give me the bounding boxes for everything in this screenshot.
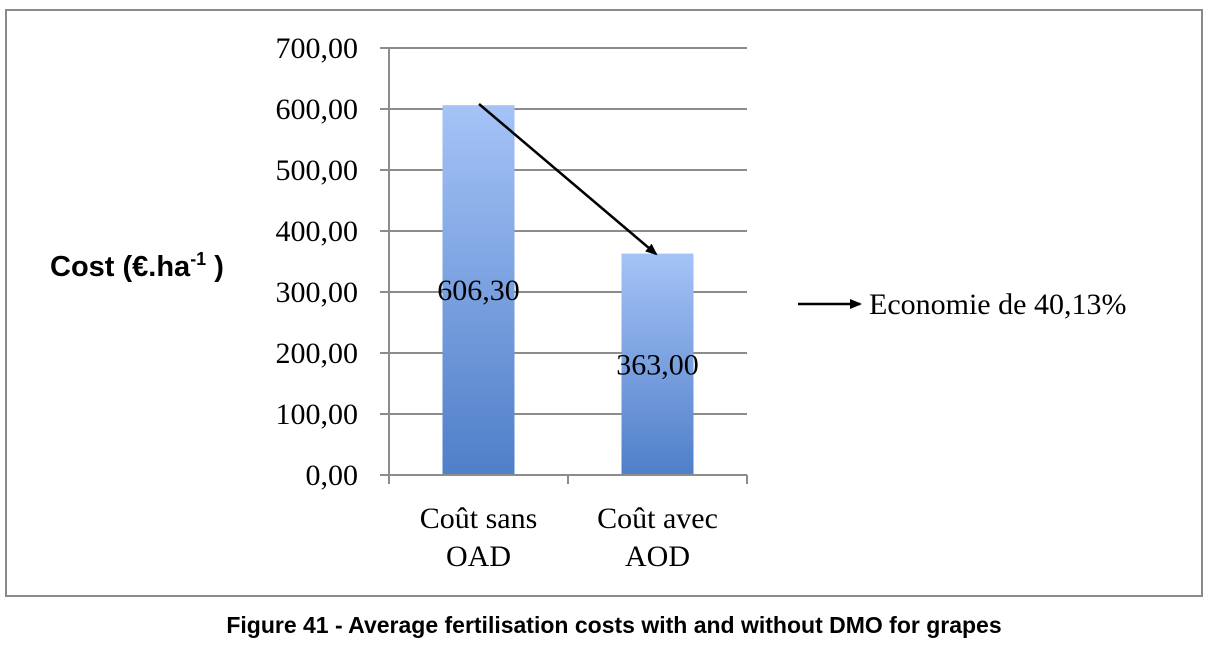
y-tick-label: 300,00 — [276, 276, 359, 309]
bar — [621, 253, 694, 475]
bar-value-label: 606,30 — [437, 274, 520, 307]
y-tick-label: 200,00 — [276, 337, 359, 370]
y-tick-label: 600,00 — [276, 93, 359, 126]
y-tick-label: 500,00 — [276, 154, 359, 187]
x-category-label: AOD — [625, 540, 690, 573]
bar — [442, 105, 515, 476]
figure-caption: Figure 41 - Average fertilisation costs … — [226, 612, 1002, 638]
chart-frame — [5, 9, 1203, 597]
bars — [442, 105, 694, 476]
y-tick-label: 100,00 — [276, 398, 359, 431]
labels: 0,00 100,00 200,00 300,00 400,00 500,00 600,00… — [276, 32, 718, 573]
bar-value-label: 363,00 — [616, 348, 699, 381]
y-tick-label: 400,00 — [276, 215, 359, 248]
x-category-label: Coût avec — [597, 502, 718, 535]
x-category-label: Coût sans — [420, 502, 538, 535]
y-tick-label: 700,00 — [276, 32, 359, 65]
axes — [380, 47, 748, 484]
x-category-label: OAD — [446, 540, 511, 573]
savings-annotation: Economie de 40,13% — [869, 288, 1126, 321]
y-axis-label: Cost (€.ha-1 ) — [50, 249, 224, 283]
trend-arrow — [478, 103, 658, 256]
y-tick-label: 0,00 — [306, 459, 359, 492]
